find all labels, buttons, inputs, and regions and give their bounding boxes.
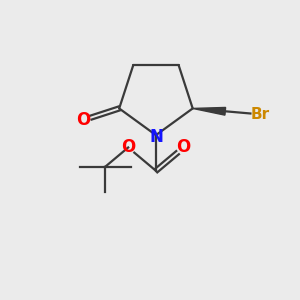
Text: Br: Br: [250, 107, 269, 122]
Text: O: O: [76, 111, 90, 129]
Text: O: O: [177, 139, 191, 157]
Text: N: N: [149, 128, 163, 146]
Text: O: O: [121, 139, 135, 157]
Polygon shape: [193, 107, 226, 115]
